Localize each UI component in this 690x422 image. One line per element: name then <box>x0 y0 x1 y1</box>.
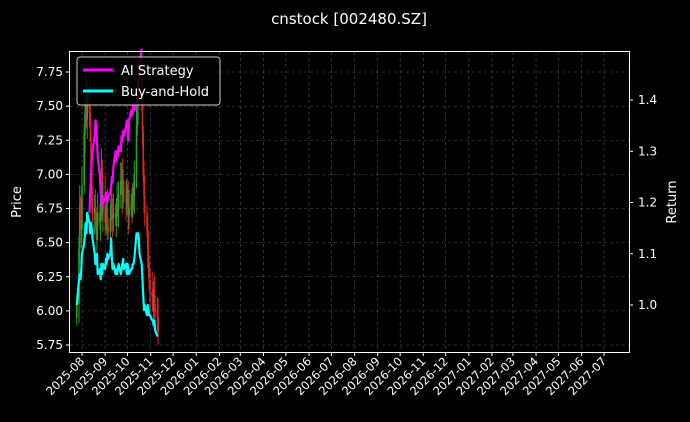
candle-body <box>101 167 103 213</box>
candle-body <box>107 226 109 232</box>
candle-body <box>128 208 130 216</box>
candle-body <box>135 126 138 175</box>
candle-body <box>83 133 86 186</box>
candle-body <box>131 201 134 205</box>
y-axis-label: Price <box>10 186 25 218</box>
y-tick-label: 7.25 <box>36 133 63 147</box>
y-tick-label: 7.00 <box>36 167 63 181</box>
candle-body <box>117 194 120 209</box>
candle-body <box>127 194 130 216</box>
candle-body <box>151 290 153 298</box>
y2-tick-label: 1.2 <box>638 196 657 210</box>
y-tick-label: 6.25 <box>36 270 63 284</box>
candle-body <box>104 194 106 223</box>
y-tick-label: 6.50 <box>36 236 63 250</box>
candle-body <box>157 317 159 332</box>
y-tick-label: 7.50 <box>36 99 63 113</box>
y2-axis-label: Return <box>665 180 680 223</box>
candle-body <box>112 212 115 219</box>
candle-body <box>109 218 112 232</box>
y-tick-label: 6.75 <box>36 202 63 216</box>
chart-title: cnstock [002480.SZ] <box>271 10 427 28</box>
candle-body <box>106 208 109 227</box>
candle-body <box>154 304 156 311</box>
candle-body <box>99 201 102 223</box>
legend: AI Strategy Buy-and-Hold <box>76 56 221 106</box>
y-axis-left: 5.75 6.00 6.25 6.50 6.75 7.00 7.25 7.50 7.75 <box>36 65 70 352</box>
candle-body <box>136 106 139 127</box>
y2-tick-label: 1.4 <box>638 93 657 107</box>
y-axis-right: 1.0 1.1 1.2 1.3 1.4 <box>629 93 657 312</box>
ai-strategy-line <box>88 48 143 213</box>
candle-body <box>111 198 113 213</box>
y2-tick-label: 1.3 <box>638 144 657 158</box>
candle-body <box>94 208 97 216</box>
candle-body <box>125 194 127 202</box>
candle-body <box>147 249 150 264</box>
candle-body <box>91 194 94 216</box>
candle-body <box>156 310 159 318</box>
legend-label-buy-and-hold: Buy-and-Hold <box>121 85 209 100</box>
buy-and-hold-line <box>75 211 159 337</box>
candle-body <box>96 226 98 232</box>
candle-body <box>121 171 124 195</box>
candle-body <box>105 215 107 223</box>
candle-body <box>153 294 156 305</box>
candle-body <box>84 112 86 134</box>
y2-tick-label: 1.0 <box>638 298 657 312</box>
candle-body <box>79 204 82 213</box>
y-tick-label: 7.75 <box>36 65 63 79</box>
candle-body <box>141 92 144 134</box>
candle-body <box>133 174 136 195</box>
candle-body <box>90 133 92 168</box>
candle-body <box>96 212 99 227</box>
candle-body <box>146 228 149 250</box>
candle-body <box>148 263 151 284</box>
candle-body <box>142 133 145 175</box>
y-tick-label: 5.75 <box>36 338 63 352</box>
candle-body <box>132 194 135 202</box>
candle-body <box>89 112 92 134</box>
candle-body <box>143 194 146 213</box>
y2-tick-label: 1.1 <box>638 247 657 261</box>
candle-body <box>130 201 133 209</box>
legend-label-ai-strategy: AI Strategy <box>121 64 194 79</box>
candle-body <box>86 92 89 120</box>
candle-body <box>120 181 122 195</box>
candle-body <box>115 212 118 219</box>
y-tick-label: 6.00 <box>36 304 63 318</box>
candle-body <box>123 188 125 195</box>
candle-body <box>75 304 78 318</box>
candle-body <box>126 198 128 202</box>
candle-body <box>95 215 97 232</box>
candle-body <box>149 283 151 291</box>
candle-body <box>146 212 148 229</box>
candle-body <box>143 174 145 195</box>
return-lines <box>75 48 159 337</box>
candle-body <box>81 185 83 229</box>
candle-body <box>78 204 81 250</box>
